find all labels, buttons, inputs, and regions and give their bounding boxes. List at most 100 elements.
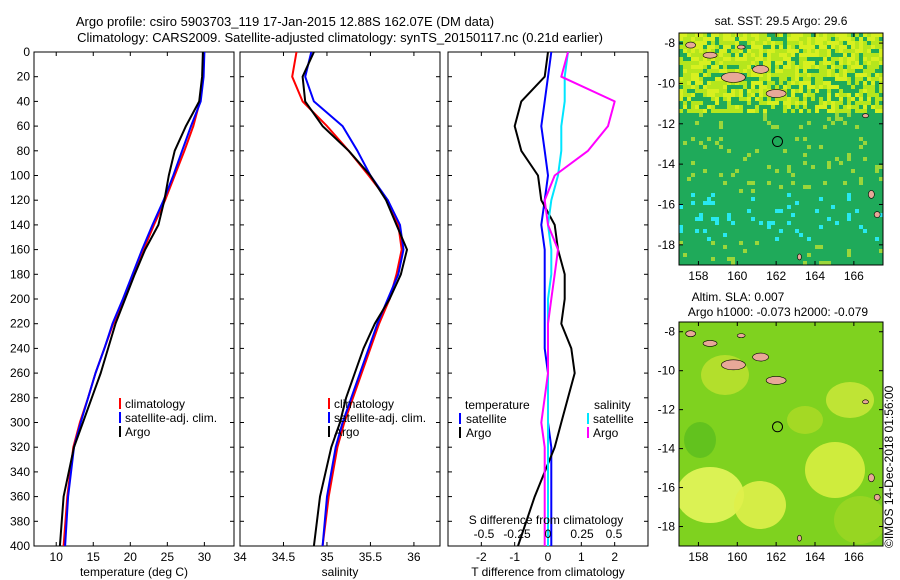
sla-field-blob <box>787 406 823 434</box>
sst-cell <box>863 33 867 37</box>
sst-cell <box>787 221 791 225</box>
sst-cell <box>723 85 727 89</box>
sst-cell <box>847 81 851 85</box>
sst-cell <box>795 201 799 205</box>
sst-cell <box>835 85 839 89</box>
sst-cell <box>847 69 851 73</box>
sst-cell <box>731 221 735 225</box>
sst-cell <box>699 113 703 117</box>
sst-cell <box>755 33 759 37</box>
sst-cell <box>807 73 811 77</box>
sst-cell <box>839 37 843 41</box>
sst-cell <box>775 73 779 77</box>
sst-cell <box>715 77 719 81</box>
sst-cell <box>779 229 783 233</box>
x-tick-label: 25 <box>161 550 175 564</box>
sst-cell <box>803 45 807 49</box>
sst-cell <box>879 73 883 77</box>
sst-cell <box>679 45 683 49</box>
sst-cell <box>707 137 711 141</box>
sst-cell <box>767 49 771 53</box>
sst-cell <box>683 69 687 73</box>
sst-cell <box>727 61 731 65</box>
sst-cell <box>719 125 723 129</box>
diff-s-tick-label: -0.5 <box>474 527 495 541</box>
sst-cell <box>719 41 723 45</box>
sst-cell <box>691 65 695 69</box>
map-y-tick-label: -8 <box>664 325 675 339</box>
sst-cell <box>859 49 863 53</box>
island-landmass <box>737 334 745 338</box>
sst-cell <box>759 41 763 45</box>
difference-xlabel: T difference from climatology <box>471 565 625 579</box>
sst-cell <box>847 157 851 161</box>
sst-cell <box>731 33 735 37</box>
sst-cell <box>767 81 771 85</box>
sst-cell <box>811 73 815 77</box>
sst-cell <box>775 85 779 89</box>
sst-cell <box>859 137 863 141</box>
sst-cell <box>843 73 847 77</box>
sst-cell <box>787 61 791 65</box>
sst-cell <box>871 89 875 93</box>
sst-cell <box>807 93 811 97</box>
sst-cell <box>847 193 851 197</box>
sst-cell <box>771 221 775 225</box>
sst-cell <box>771 81 775 85</box>
sst-cell <box>767 85 771 89</box>
sst-cell <box>707 89 711 93</box>
sst-cell <box>819 73 823 77</box>
sst-cell <box>823 37 827 41</box>
sst-cell <box>799 89 803 93</box>
sst-cell <box>855 41 859 45</box>
sst-cell <box>735 61 739 65</box>
island-landmass <box>721 360 745 370</box>
sst-cell <box>839 161 843 165</box>
island-landmass <box>868 474 874 482</box>
sst-cell <box>719 53 723 57</box>
sst-cell <box>851 85 855 89</box>
sst-cell <box>723 69 727 73</box>
sst-cell <box>787 49 791 53</box>
sst-cell <box>799 81 803 85</box>
difference-panel: -2 -1 0 1 2T difference from climatology <box>448 52 648 579</box>
sst-cell <box>727 37 731 41</box>
sst-cell <box>731 109 735 113</box>
sst-cell <box>715 45 719 49</box>
sst-cell <box>735 49 739 53</box>
map-x-tick-label: 158 <box>688 550 708 564</box>
sst-cell <box>835 221 839 225</box>
sst-cell <box>719 57 723 61</box>
map-y-tick-label: -16 <box>658 481 676 495</box>
sst-cell <box>807 41 811 45</box>
island-landmass <box>753 65 769 73</box>
sst-cell <box>803 77 807 81</box>
sst-cell <box>719 61 723 65</box>
sst-cell <box>723 49 727 53</box>
map-x-tick-label: 162 <box>766 269 786 283</box>
sst-cell <box>783 77 787 81</box>
sst-cell <box>727 93 731 97</box>
map-x-tick-label: 158 <box>688 269 708 283</box>
sst-cell <box>687 61 691 65</box>
sst-cell <box>827 33 831 37</box>
sst-cell <box>767 73 771 77</box>
sst-cell <box>831 109 835 113</box>
sst-cell <box>763 41 767 45</box>
sst-cell <box>835 109 839 113</box>
island-landmass <box>797 254 801 260</box>
sst-cell <box>727 97 731 101</box>
sst-cell <box>847 41 851 45</box>
diff-temperature-legend-label: temperature <box>465 398 530 412</box>
sst-cell <box>775 237 779 241</box>
x-tick-label: 10 <box>50 550 64 564</box>
sst-cell <box>723 97 727 101</box>
sst-cell <box>727 41 731 45</box>
sst-cell <box>859 89 863 93</box>
sst-cell <box>783 69 787 73</box>
sst-cell <box>843 45 847 49</box>
sst-cell <box>763 85 767 89</box>
sst-cell <box>831 57 835 61</box>
sst-cell <box>863 109 867 113</box>
sst-cell <box>843 121 847 125</box>
